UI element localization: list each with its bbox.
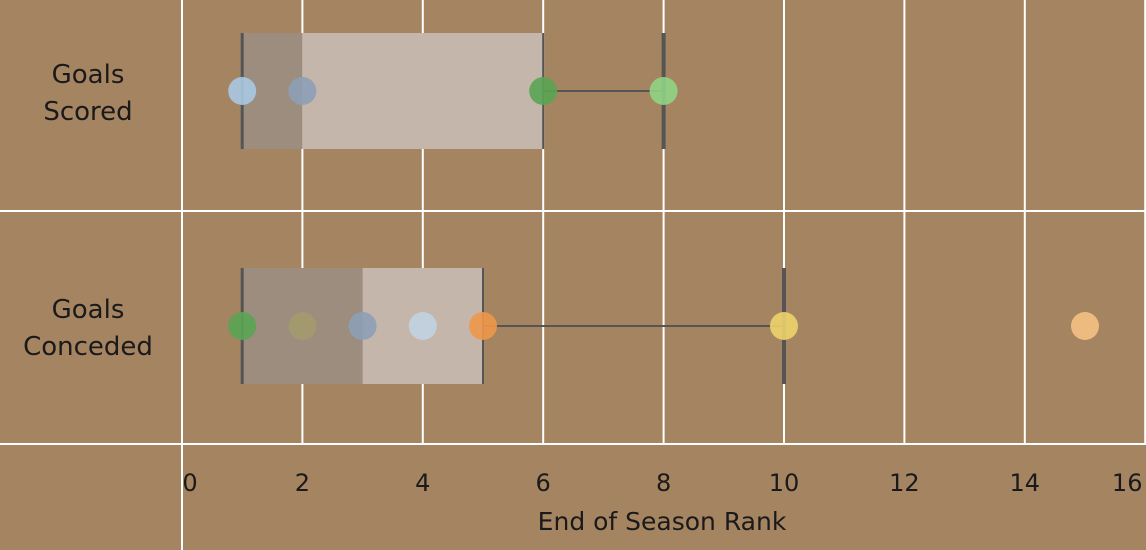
x-tick-label: 16 xyxy=(1112,469,1143,497)
data-point xyxy=(649,77,678,105)
data-point xyxy=(288,312,317,340)
data-point xyxy=(469,312,497,340)
x-tick-label: 6 xyxy=(536,469,551,497)
category-label: Goals Scored xyxy=(43,60,132,127)
data-point xyxy=(228,77,257,105)
x-tick-label: 14 xyxy=(1010,469,1041,497)
category-label-line: Scored xyxy=(43,97,132,127)
box-plot-0 xyxy=(228,33,678,149)
box-upper-half xyxy=(302,33,544,149)
category-label-line: Goals xyxy=(52,295,125,325)
category-label: Goals Conceded xyxy=(23,295,153,362)
category-labels: Goals Scored Goals Conceded xyxy=(23,60,153,362)
x-tick-label: 0 xyxy=(182,469,197,497)
box-plot-1 xyxy=(228,268,1099,384)
data-point xyxy=(770,312,798,340)
data-point xyxy=(348,312,377,340)
data-point xyxy=(288,77,317,105)
box-plots xyxy=(228,33,1099,384)
x-axis-title: End of Season Rank xyxy=(538,507,787,536)
data-point xyxy=(529,77,558,105)
category-label-line: Conceded xyxy=(23,332,153,362)
category-label-line: Goals xyxy=(52,60,125,90)
x-tick-label: 8 xyxy=(656,469,671,497)
x-tick-label: 12 xyxy=(889,469,920,497)
data-point xyxy=(1071,312,1099,340)
x-tick-label: 2 xyxy=(295,469,310,497)
data-point xyxy=(228,312,257,340)
x-tick-label: 4 xyxy=(415,469,430,497)
x-tick-label: 10 xyxy=(769,469,800,497)
data-point xyxy=(408,312,437,340)
x-axis: 0 2 4 6 8 10 12 14 16 xyxy=(182,469,1142,497)
